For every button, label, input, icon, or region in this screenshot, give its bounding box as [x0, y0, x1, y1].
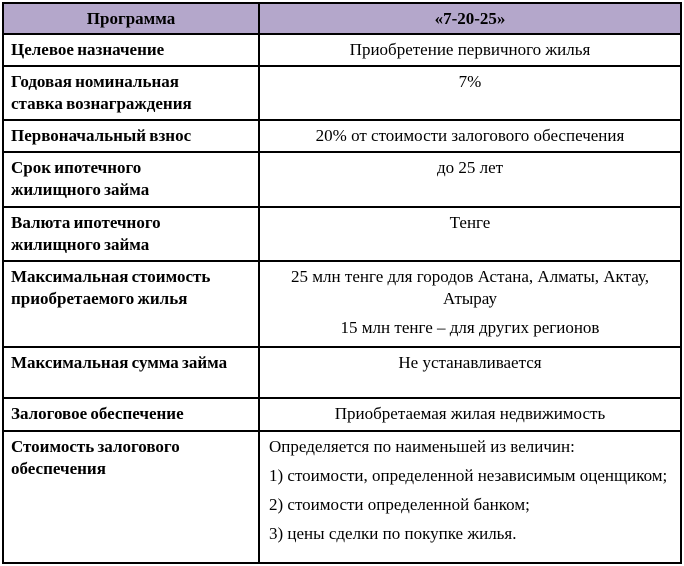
table-row-collateral: Залоговое обеспечение Приобретаемая жила… [2, 397, 682, 432]
value-paragraph: 1) стоимости, определенной независимым о… [269, 466, 668, 485]
table-row-max-amount: Максимальная сумма займа Не устанавливае… [2, 346, 682, 399]
table-row-rate: Годовая номинальная ставка вознаграждени… [2, 65, 682, 121]
table-row-downpayment: Первоначальный взнос 20% от стоимости за… [2, 119, 682, 153]
row-label: Целевое назначение [2, 33, 260, 67]
value-paragraph: Тенге [449, 213, 491, 232]
row-label: Валюта ипотечного жилищного займа [2, 206, 260, 262]
row-value: Приобретение первичного жилья [258, 33, 682, 67]
row-value: 20% от стоимости залогового обеспечения [258, 119, 682, 153]
value-paragraph: Приобретаемая жилая недвижимость [334, 404, 606, 423]
row-value: Приобретаемая жилая недвижимость [258, 397, 682, 432]
value-paragraph: 20% от стоимости залогового обеспечения [315, 126, 625, 145]
value-paragraph: 25 млн тенге для городов Астана, Алматы,… [291, 267, 649, 308]
row-value: 25 млн тенге для городов Астана, Алматы,… [258, 260, 682, 348]
value-paragraph: Приобретение первичного жилья [349, 40, 591, 59]
row-label: Стоимость залогового обеспечения [2, 430, 260, 564]
table-row-purpose: Целевое назначение Приобретение первично… [2, 33, 682, 67]
header-program-label: Программа [2, 2, 260, 35]
value-paragraph: 2) стоимости определенной банком; [269, 495, 530, 514]
value-paragraph: 3) цены сделки по покупке жилья. [269, 524, 517, 543]
table-row-term: Срок ипотечного жилищного займа до 25 ле… [2, 151, 682, 208]
row-value: 7% [258, 65, 682, 121]
table-row-collateral-value: Стоимость залогового обеспечения Определ… [2, 430, 682, 564]
row-label: Максимальная стоимость приобретаемого жи… [2, 260, 260, 348]
row-value: до 25 лет [258, 151, 682, 208]
header-row: Программа «7-20-25» [2, 2, 682, 35]
row-value: Определяется по наименьшей из величин: 1… [258, 430, 682, 564]
value-paragraph: Определяется по наименьшей из величин: [269, 437, 575, 456]
header-program-value: «7-20-25» [258, 2, 682, 35]
value-paragraph: 7% [458, 72, 482, 91]
table-row-max-cost: Максимальная стоимость приобретаемого жи… [2, 260, 682, 348]
value-paragraph: 15 млн тенге – для других регионов [340, 318, 600, 337]
row-value: Не устанавливается [258, 346, 682, 399]
table-row-currency: Валюта ипотечного жилищного займа Тенге [2, 206, 682, 262]
row-label: Срок ипотечного жилищного займа [2, 151, 260, 208]
row-label: Залоговое обеспечение [2, 397, 260, 432]
row-label: Годовая номинальная ставка вознаграждени… [2, 65, 260, 121]
row-value: Тенге [258, 206, 682, 262]
value-paragraph: до 25 лет [436, 158, 504, 177]
value-paragraph: Не устанавливается [398, 353, 542, 372]
row-label: Максимальная сумма займа [2, 346, 260, 399]
row-label: Первоначальный взнос [2, 119, 260, 153]
